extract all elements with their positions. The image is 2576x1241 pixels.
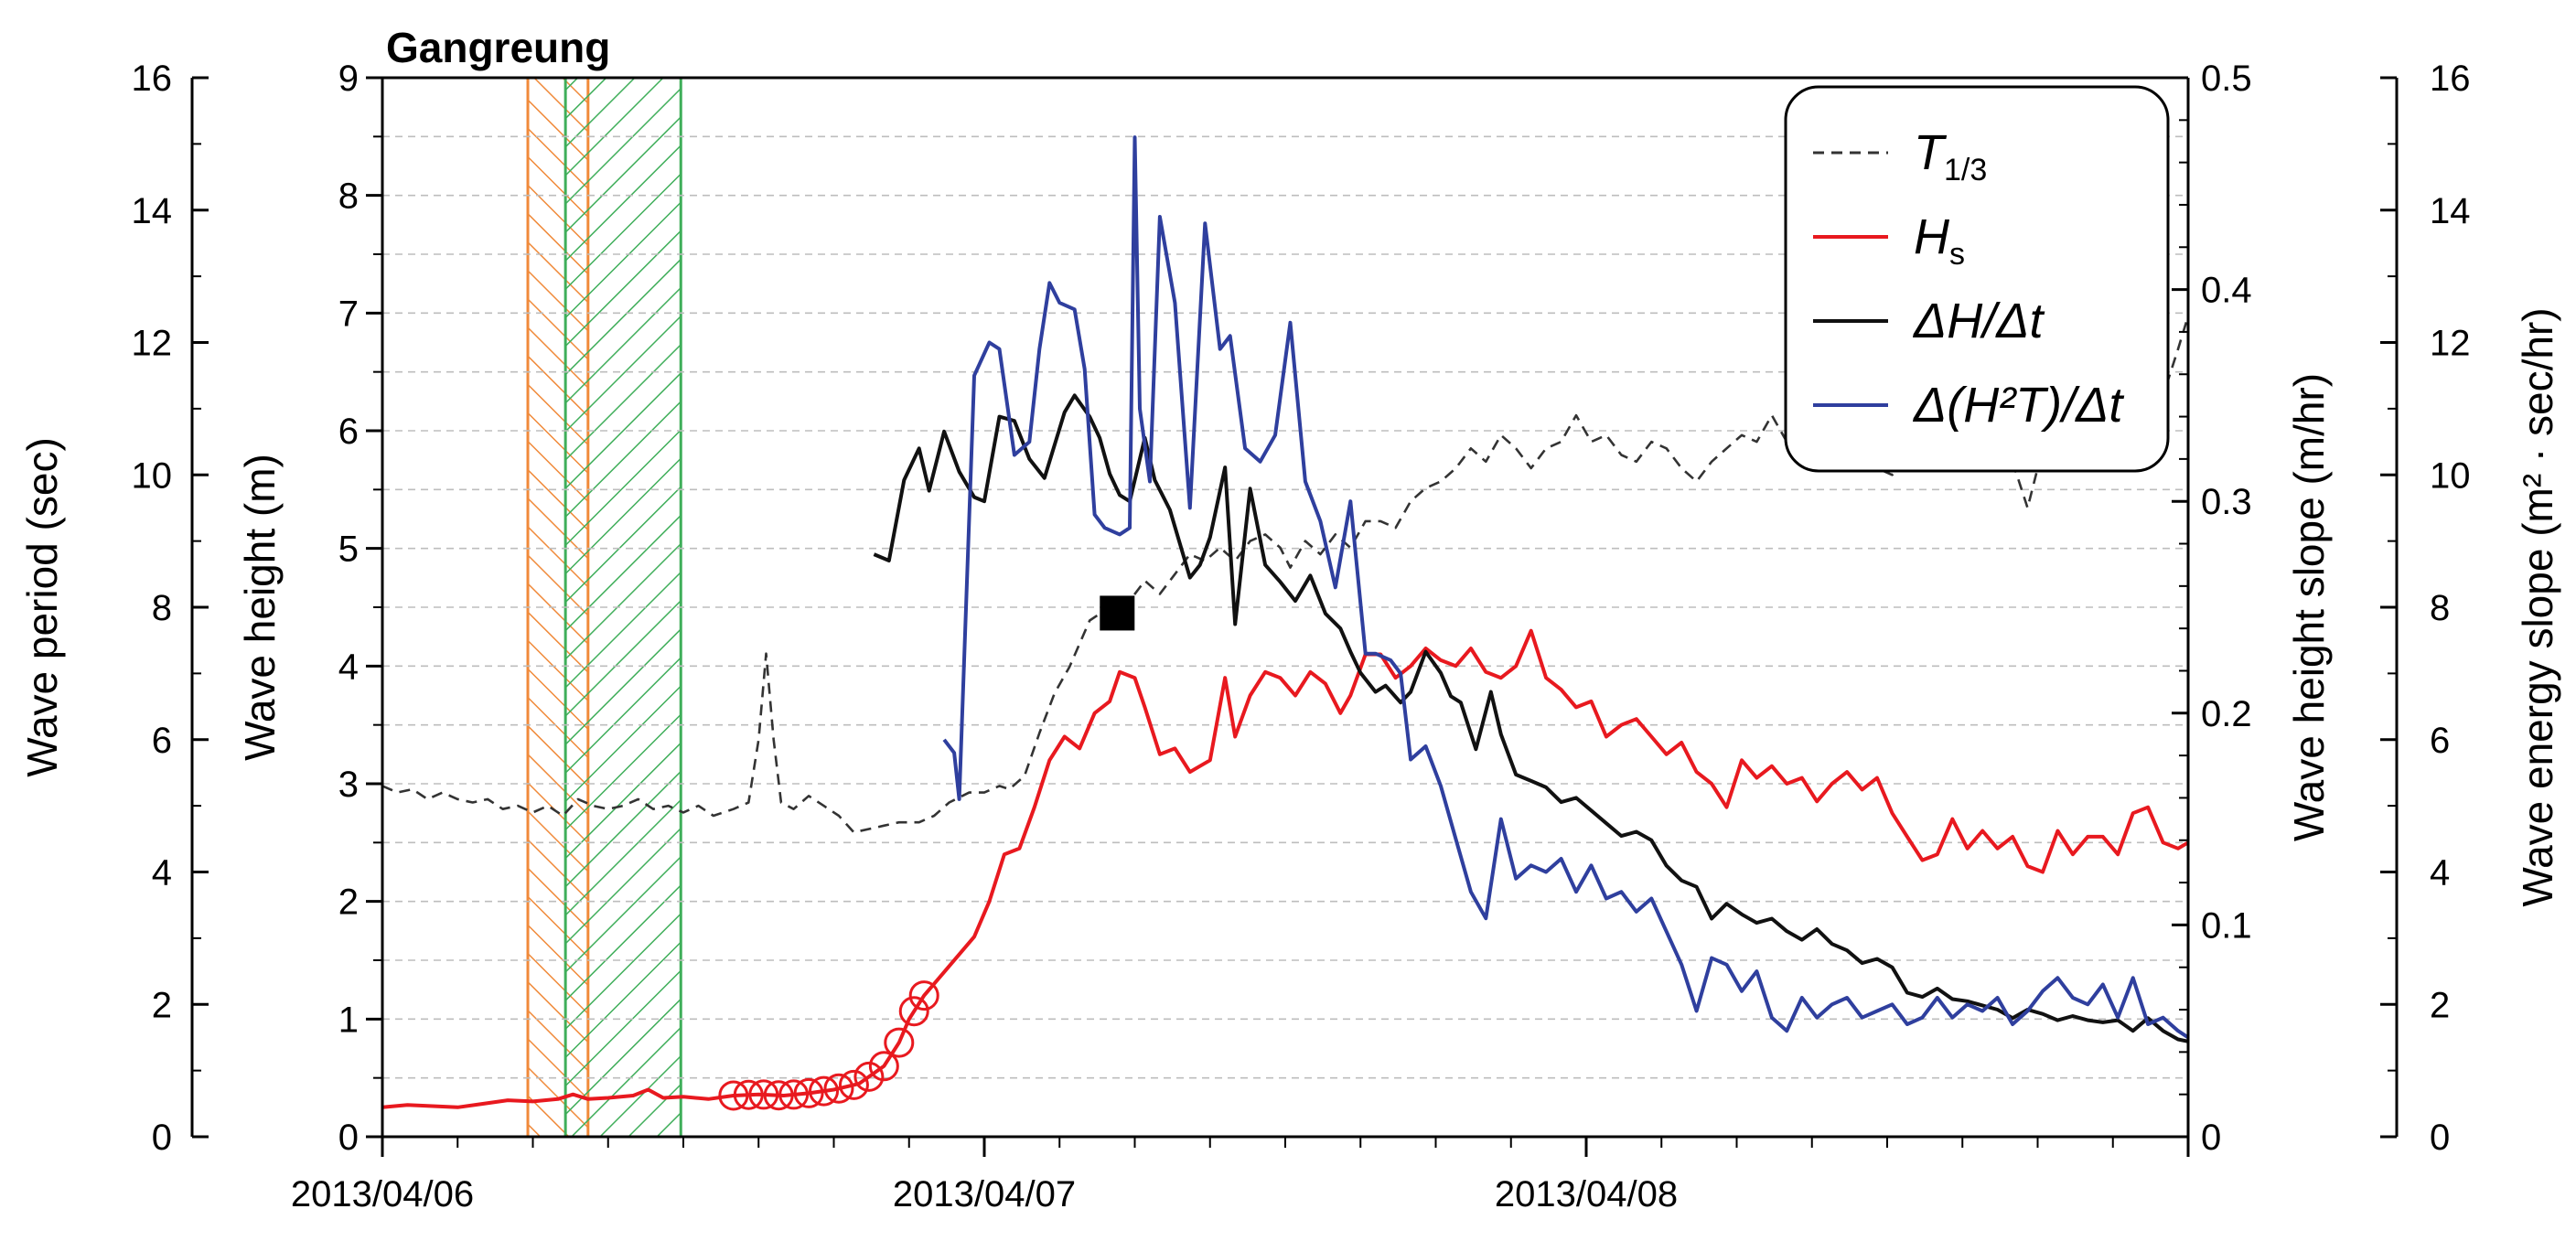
filled-square-marker bbox=[1100, 595, 1135, 631]
tick-label-height: 0 bbox=[338, 1118, 359, 1158]
open-circle-marker bbox=[853, 1061, 885, 1092]
tick-label-period: 14 bbox=[132, 191, 173, 231]
tick-label-energy_slope: 16 bbox=[2430, 59, 2471, 99]
tick-label-height_slope: 0.1 bbox=[2201, 905, 2252, 946]
legend-label-Hs: Hs bbox=[1914, 209, 1965, 272]
legend-box bbox=[1784, 85, 2170, 473]
x-tick-label: 2013/04/06 bbox=[291, 1174, 474, 1214]
tick-label-energy_slope: 10 bbox=[2430, 455, 2471, 496]
tick-label-period: 16 bbox=[132, 59, 173, 99]
tick-label-height_slope: 0.2 bbox=[2201, 694, 2252, 734]
tick-label-energy_slope: 6 bbox=[2430, 721, 2450, 761]
open-circle-marker bbox=[838, 1069, 869, 1100]
legend-label-text: H bbox=[1914, 209, 1950, 264]
tick-label-height: 8 bbox=[338, 177, 359, 217]
tick-label-height_slope: 0.4 bbox=[2201, 271, 2252, 311]
tick-label-height: 9 bbox=[338, 59, 359, 99]
tick-label-height: 1 bbox=[338, 1000, 359, 1040]
legend-label-subscript: 1/3 bbox=[1944, 153, 1987, 187]
tick-label-energy_slope: 2 bbox=[2430, 985, 2450, 1025]
open-circle-marker bbox=[823, 1073, 854, 1104]
open-circle-marker bbox=[793, 1077, 824, 1108]
tick-label-period: 12 bbox=[132, 324, 173, 364]
tick-label-height_slope: 0.3 bbox=[2201, 482, 2252, 522]
legend-label-subscript: s bbox=[1949, 237, 1965, 272]
axes: 0246810121416012345678900.10.20.30.40.50… bbox=[18, 59, 2561, 1214]
legend: T1/3 Hs ΔH/Δt Δ(H²T)/Δt bbox=[1784, 85, 2170, 473]
tick-label-period: 10 bbox=[132, 455, 173, 496]
tick-label-energy_slope: 8 bbox=[2430, 588, 2450, 628]
tick-label-period: 6 bbox=[152, 721, 172, 761]
tick-label-height: 2 bbox=[338, 883, 359, 923]
tick-label-energy_slope: 4 bbox=[2430, 853, 2450, 893]
tick-label-period: 0 bbox=[152, 1118, 172, 1158]
open-circle-marker bbox=[868, 1051, 899, 1082]
series-line-dHdt bbox=[873, 393, 2189, 1043]
legend-label-text: ΔH/Δt bbox=[1912, 294, 2045, 348]
open-circle-marker bbox=[884, 1027, 915, 1058]
tick-label-period: 8 bbox=[152, 588, 172, 628]
tick-label-height: 7 bbox=[338, 294, 359, 334]
tick-label-energy_slope: 12 bbox=[2430, 324, 2471, 364]
x-tick-label: 2013/04/08 bbox=[1495, 1174, 1678, 1214]
legend-label-dH2Tdt: Δ(H²T)/Δt bbox=[1912, 378, 2124, 433]
open-circle-marker bbox=[898, 996, 929, 1027]
open-circle-marker bbox=[778, 1079, 810, 1110]
tick-label-period: 4 bbox=[152, 853, 172, 893]
axis-title-energy-slope: Wave energy slope (m² · sec/hr) bbox=[2514, 307, 2561, 906]
open-circle-marker bbox=[733, 1079, 764, 1110]
tick-label-height: 6 bbox=[338, 412, 359, 452]
tick-label-period: 2 bbox=[152, 985, 172, 1025]
tick-label-height: 4 bbox=[338, 647, 359, 687]
tick-label-height_slope: 0 bbox=[2201, 1118, 2221, 1158]
series-line-T13 bbox=[381, 316, 2190, 834]
shaded-period-band bbox=[565, 78, 682, 1137]
tick-label-height: 3 bbox=[338, 765, 359, 805]
open-circle-marker bbox=[809, 1075, 840, 1107]
axis-title-height: Wave height (m) bbox=[236, 454, 284, 761]
x-tick-label: 2013/04/07 bbox=[893, 1174, 1076, 1214]
axis-title-period: Wave period (sec) bbox=[18, 437, 66, 777]
series-lines bbox=[381, 135, 2190, 1109]
legend-label-T13: T1/3 bbox=[1914, 125, 1987, 187]
chart-title: Gangreung bbox=[386, 24, 610, 71]
tick-label-energy_slope: 14 bbox=[2430, 191, 2471, 231]
open-circle-marker bbox=[763, 1080, 794, 1111]
tick-label-height_slope: 0.5 bbox=[2201, 59, 2252, 99]
legend-label-dHdt: ΔH/Δt bbox=[1912, 294, 2045, 348]
open-circle-marker bbox=[718, 1080, 749, 1111]
tick-label-energy_slope: 0 bbox=[2430, 1118, 2450, 1158]
markers bbox=[718, 595, 1135, 1111]
tick-label-height: 5 bbox=[338, 530, 359, 570]
axis-title-height-slope: Wave height slope (m/hr) bbox=[2285, 373, 2333, 841]
legend-label-text: Δ(H²T)/Δt bbox=[1912, 378, 2124, 433]
series-line-dH2Tdt bbox=[942, 135, 2190, 1040]
open-circle-marker bbox=[908, 980, 939, 1011]
open-circle-marker bbox=[748, 1079, 779, 1110]
legend-label-text: T bbox=[1914, 125, 1948, 180]
